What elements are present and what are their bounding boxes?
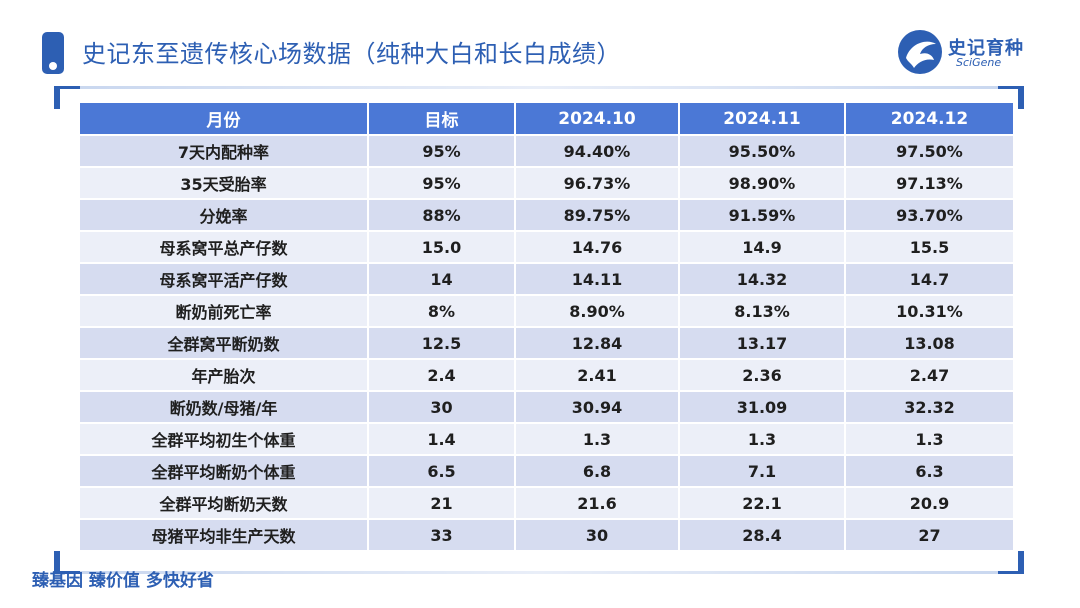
table-row: 7天内配种率 95% 94.40% 95.50% 97.50% bbox=[80, 136, 1013, 166]
value-cell: 21.6 bbox=[516, 488, 678, 518]
logo-mark-icon bbox=[898, 30, 942, 74]
value-cell: 1.3 bbox=[516, 424, 678, 454]
metric-cell: 全群平均断奶个体重 bbox=[80, 456, 367, 486]
value-cell: 1.3 bbox=[680, 424, 844, 454]
metric-cell: 全群平均初生个体重 bbox=[80, 424, 367, 454]
value-cell: 13.17 bbox=[680, 328, 844, 358]
table-row: 年产胎次 2.4 2.41 2.36 2.47 bbox=[80, 360, 1013, 390]
target-cell: 15.0 bbox=[369, 232, 514, 262]
value-cell: 95.50% bbox=[680, 136, 844, 166]
value-cell: 96.73% bbox=[516, 168, 678, 198]
value-cell: 14.76 bbox=[516, 232, 678, 262]
value-cell: 14.7 bbox=[846, 264, 1013, 294]
frame-bottom-line bbox=[74, 571, 1004, 574]
table-row: 35天受胎率 95% 96.73% 98.90% 97.13% bbox=[80, 168, 1013, 198]
metric-cell: 断奶前死亡率 bbox=[80, 296, 367, 326]
metric-cell: 母系窝平活产仔数 bbox=[80, 264, 367, 294]
value-cell: 13.08 bbox=[846, 328, 1013, 358]
value-cell: 89.75% bbox=[516, 200, 678, 230]
value-cell: 22.1 bbox=[680, 488, 844, 518]
value-cell: 93.70% bbox=[846, 200, 1013, 230]
table-row: 母系窝平活产仔数 14 14.11 14.32 14.7 bbox=[80, 264, 1013, 294]
logo-name-en: SciGene bbox=[956, 56, 1002, 69]
value-cell: 32.32 bbox=[846, 392, 1013, 422]
metric-cell: 分娩率 bbox=[80, 200, 367, 230]
page-title: 史记东至遗传核心场数据（纯种大白和长白成绩） bbox=[82, 40, 621, 68]
target-cell: 33 bbox=[369, 520, 514, 550]
target-cell: 6.5 bbox=[369, 456, 514, 486]
value-cell: 12.84 bbox=[516, 328, 678, 358]
table-row: 分娩率 88% 89.75% 91.59% 93.70% bbox=[80, 200, 1013, 230]
frame-top-line bbox=[74, 86, 1004, 89]
metric-cell: 断奶数/母猪/年 bbox=[80, 392, 367, 422]
table-frame bbox=[54, 86, 1024, 574]
value-cell: 6.8 bbox=[516, 456, 678, 486]
frame-corner bbox=[998, 551, 1024, 574]
target-cell: 12.5 bbox=[369, 328, 514, 358]
table-row: 全群窝平断奶数 12.5 12.84 13.17 13.08 bbox=[80, 328, 1013, 358]
target-cell: 95% bbox=[369, 168, 514, 198]
table-row: 母系窝平总产仔数 15.0 14.76 14.9 15.5 bbox=[80, 232, 1013, 262]
value-cell: 8.90% bbox=[516, 296, 678, 326]
frame-corner bbox=[54, 86, 80, 109]
table-header-row: 月份 目标 2024.10 2024.11 2024.12 bbox=[80, 103, 1013, 134]
frame-corner bbox=[54, 551, 80, 574]
metric-cell: 母猪平均非生产天数 bbox=[80, 520, 367, 550]
value-cell: 14.9 bbox=[680, 232, 844, 262]
value-cell: 2.47 bbox=[846, 360, 1013, 390]
value-cell: 14.11 bbox=[516, 264, 678, 294]
value-cell: 6.3 bbox=[846, 456, 1013, 486]
value-cell: 20.9 bbox=[846, 488, 1013, 518]
target-cell: 8% bbox=[369, 296, 514, 326]
value-cell: 30 bbox=[516, 520, 678, 550]
metric-cell: 年产胎次 bbox=[80, 360, 367, 390]
title-accent-bar bbox=[42, 32, 64, 74]
target-cell: 2.4 bbox=[369, 360, 514, 390]
table-row: 全群平均初生个体重 1.4 1.3 1.3 1.3 bbox=[80, 424, 1013, 454]
value-cell: 28.4 bbox=[680, 520, 844, 550]
target-cell: 95% bbox=[369, 136, 514, 166]
table-row: 全群平均断奶天数 21 21.6 22.1 20.9 bbox=[80, 488, 1013, 518]
column-header-2024-11: 2024.11 bbox=[680, 103, 844, 134]
column-header-target: 目标 bbox=[369, 103, 514, 134]
table-row: 断奶数/母猪/年 30 30.94 31.09 32.32 bbox=[80, 392, 1013, 422]
target-cell: 1.4 bbox=[369, 424, 514, 454]
value-cell: 14.32 bbox=[680, 264, 844, 294]
value-cell: 1.3 bbox=[846, 424, 1013, 454]
frame-corner bbox=[998, 86, 1024, 109]
value-cell: 91.59% bbox=[680, 200, 844, 230]
target-cell: 21 bbox=[369, 488, 514, 518]
value-cell: 8.13% bbox=[680, 296, 844, 326]
value-cell: 30.94 bbox=[516, 392, 678, 422]
target-cell: 88% bbox=[369, 200, 514, 230]
metric-cell: 全群窝平断奶数 bbox=[80, 328, 367, 358]
table-row: 断奶前死亡率 8% 8.90% 8.13% 10.31% bbox=[80, 296, 1013, 326]
table-row: 全群平均断奶个体重 6.5 6.8 7.1 6.3 bbox=[80, 456, 1013, 486]
value-cell: 2.41 bbox=[516, 360, 678, 390]
column-header-2024-10: 2024.10 bbox=[516, 103, 678, 134]
metric-cell: 7天内配种率 bbox=[80, 136, 367, 166]
footer-slogan: 臻基因 臻价值 多快好省 bbox=[32, 571, 214, 591]
metric-cell: 母系窝平总产仔数 bbox=[80, 232, 367, 262]
value-cell: 31.09 bbox=[680, 392, 844, 422]
value-cell: 98.90% bbox=[680, 168, 844, 198]
value-cell: 15.5 bbox=[846, 232, 1013, 262]
column-header-2024-12: 2024.12 bbox=[846, 103, 1013, 134]
logo-name-cn: 史记育种 bbox=[948, 38, 1024, 59]
value-cell: 97.50% bbox=[846, 136, 1013, 166]
value-cell: 94.40% bbox=[516, 136, 678, 166]
value-cell: 97.13% bbox=[846, 168, 1013, 198]
value-cell: 2.36 bbox=[680, 360, 844, 390]
value-cell: 7.1 bbox=[680, 456, 844, 486]
table-row: 母猪平均非生产天数 33 30 28.4 27 bbox=[80, 520, 1013, 550]
target-cell: 30 bbox=[369, 392, 514, 422]
brand-logo: 史记育种 SciGene bbox=[896, 28, 1046, 76]
value-cell: 10.31% bbox=[846, 296, 1013, 326]
column-header-month: 月份 bbox=[80, 103, 367, 134]
metric-cell: 35天受胎率 bbox=[80, 168, 367, 198]
target-cell: 14 bbox=[369, 264, 514, 294]
value-cell: 27 bbox=[846, 520, 1013, 550]
metric-cell: 全群平均断奶天数 bbox=[80, 488, 367, 518]
performance-table: 月份 目标 2024.10 2024.11 2024.12 7天内配种率 95%… bbox=[78, 101, 1015, 552]
